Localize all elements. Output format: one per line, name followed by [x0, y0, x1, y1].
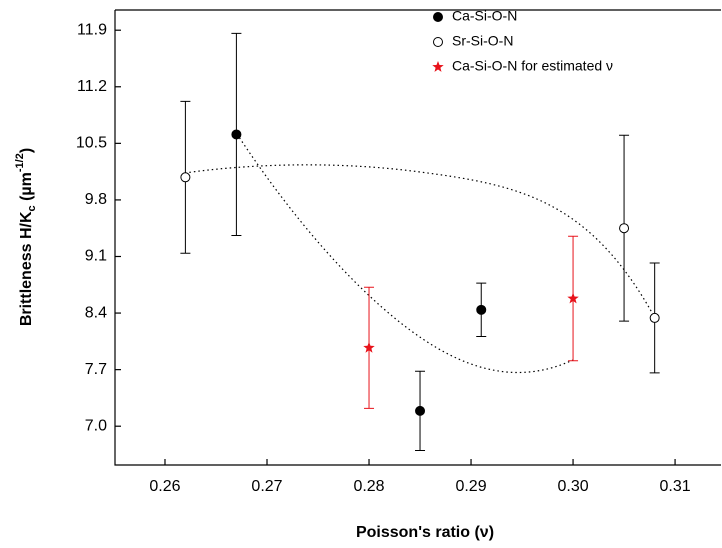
y-tick-label: 9.8	[85, 191, 107, 208]
star-marker	[567, 292, 579, 304]
y-tick-label: 11.9	[77, 21, 107, 38]
y-tick-label: 8.4	[85, 304, 107, 321]
point	[619, 223, 630, 234]
y-label-part: )	[18, 148, 35, 153]
y-label-part: (µm	[18, 172, 35, 205]
point	[476, 304, 487, 315]
x-tick-label: 0.30	[557, 478, 588, 495]
point	[649, 312, 660, 323]
x-tick-label: 0.26	[149, 478, 180, 495]
point	[415, 405, 426, 416]
point	[231, 129, 242, 140]
y-tick-label: 7.7	[85, 361, 107, 378]
star-marker	[363, 341, 375, 353]
y-tick-label: 10.5	[76, 135, 107, 152]
axes	[114, 9, 721, 466]
point	[180, 172, 191, 183]
star-marker	[432, 61, 444, 72]
point	[433, 37, 443, 47]
y-label-part: Brittleness H/K	[18, 211, 35, 326]
y-label-part: c	[26, 205, 38, 211]
y-tick-label: 9.1	[85, 248, 107, 265]
point	[433, 12, 443, 22]
y-tick-label: 11.2	[77, 78, 107, 95]
legend-label: Sr-Si-O-N	[452, 33, 513, 49]
y-label-part: -1/2	[14, 153, 26, 172]
legend-label: Ca-Si-O-N for estimated ν	[452, 58, 613, 74]
legend-label: Ca-Si-O-N	[452, 8, 517, 24]
x-tick-label: 0.27	[251, 478, 282, 495]
x-tick-label: 0.28	[353, 478, 384, 495]
y-axis-label: Brittleness H/Kc (µm-1/2)	[14, 148, 38, 326]
y-tick-label: 7.0	[85, 417, 107, 434]
x-tick-label: 0.29	[455, 478, 486, 495]
x-axis-label: Poisson's ratio (ν)	[356, 524, 494, 541]
x-tick-label: 0.31	[660, 478, 691, 495]
